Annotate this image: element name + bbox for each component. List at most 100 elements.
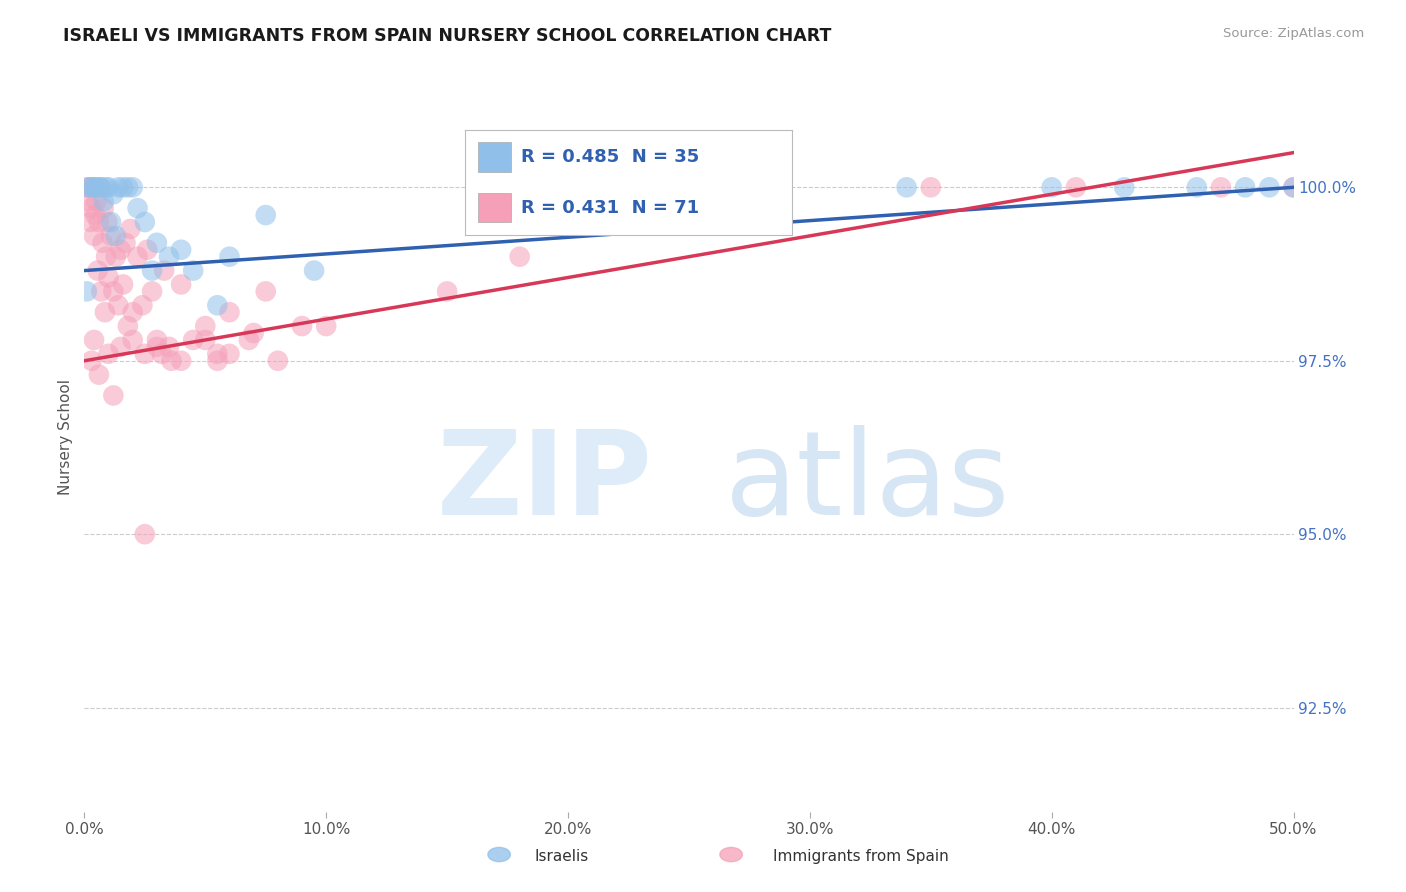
Point — [121, 180, 143, 194]
Point — [117, 180, 139, 194]
Point — [630, 215, 652, 229]
Point — [80, 201, 103, 215]
Text: Immigrants from Spain: Immigrants from Spain — [773, 849, 949, 863]
Text: ZIP: ZIP — [437, 425, 652, 540]
Point — [89, 180, 111, 194]
Point — [84, 208, 107, 222]
Point — [79, 215, 101, 229]
Point — [87, 215, 110, 229]
Point — [94, 180, 117, 194]
Point — [170, 243, 193, 257]
Point — [83, 180, 105, 194]
Point — [218, 347, 240, 361]
Point — [97, 270, 120, 285]
Point — [91, 235, 114, 250]
Point — [103, 187, 125, 202]
Point — [1064, 180, 1087, 194]
Point — [110, 340, 132, 354]
Point — [509, 250, 531, 264]
Point — [83, 228, 105, 243]
Point — [1282, 180, 1305, 194]
Point — [76, 285, 98, 299]
Point — [291, 319, 314, 334]
Point — [254, 208, 277, 222]
Point — [238, 333, 260, 347]
Point — [157, 340, 180, 354]
Point — [110, 243, 132, 257]
Point — [315, 319, 337, 334]
Point — [100, 215, 122, 229]
Point — [267, 353, 290, 368]
Point — [302, 263, 325, 277]
Point — [82, 180, 104, 194]
Point — [127, 201, 149, 215]
Point — [141, 285, 163, 299]
Point — [76, 180, 98, 194]
Text: Source: ZipAtlas.com: Source: ZipAtlas.com — [1223, 27, 1364, 40]
Point — [134, 347, 156, 361]
Point — [87, 180, 110, 194]
Point — [157, 250, 180, 264]
Point — [242, 326, 264, 340]
Point — [1234, 180, 1257, 194]
Point — [97, 180, 120, 194]
Point — [1258, 180, 1281, 194]
Point — [1209, 180, 1232, 194]
Point — [170, 353, 193, 368]
Point — [104, 228, 127, 243]
Point — [80, 180, 103, 194]
Y-axis label: Nursery School: Nursery School — [58, 379, 73, 495]
Point — [436, 285, 458, 299]
Point — [181, 263, 204, 277]
Point — [107, 180, 129, 194]
Point — [77, 194, 100, 209]
Text: ISRAELI VS IMMIGRANTS FROM SPAIN NURSERY SCHOOL CORRELATION CHART: ISRAELI VS IMMIGRANTS FROM SPAIN NURSERY… — [63, 27, 831, 45]
Point — [134, 527, 156, 541]
Point — [160, 353, 183, 368]
Point — [104, 250, 127, 264]
Point — [83, 333, 105, 347]
Point — [87, 368, 110, 382]
Point — [103, 285, 125, 299]
Point — [117, 319, 139, 334]
Point — [121, 333, 143, 347]
Point — [920, 180, 942, 194]
Point — [103, 388, 125, 402]
Point — [120, 222, 142, 236]
Point — [1114, 180, 1136, 194]
Point — [134, 215, 156, 229]
Point — [153, 263, 176, 277]
Text: Israelis: Israelis — [534, 849, 589, 863]
Point — [254, 285, 277, 299]
Point — [194, 319, 217, 334]
Point — [146, 340, 169, 354]
Point — [146, 235, 169, 250]
Point — [1282, 180, 1305, 194]
Point — [112, 277, 135, 292]
Point — [93, 194, 115, 209]
Point — [218, 305, 240, 319]
Point — [86, 194, 108, 209]
Point — [896, 180, 918, 194]
Text: atlas: atlas — [725, 425, 1011, 540]
Point — [96, 215, 118, 229]
Point — [127, 250, 149, 264]
Point — [94, 250, 117, 264]
Point — [86, 263, 108, 277]
Point — [170, 277, 193, 292]
Point — [207, 353, 229, 368]
Point — [194, 333, 217, 347]
Point — [141, 263, 163, 277]
Point — [131, 298, 153, 312]
Point — [150, 347, 173, 361]
Point — [90, 180, 112, 194]
Point — [207, 298, 229, 312]
Point — [751, 180, 773, 194]
Point — [93, 201, 115, 215]
Point — [86, 180, 108, 194]
Point — [97, 347, 120, 361]
Point — [77, 180, 100, 194]
Point — [218, 250, 240, 264]
Point — [207, 347, 229, 361]
Point — [77, 180, 100, 194]
